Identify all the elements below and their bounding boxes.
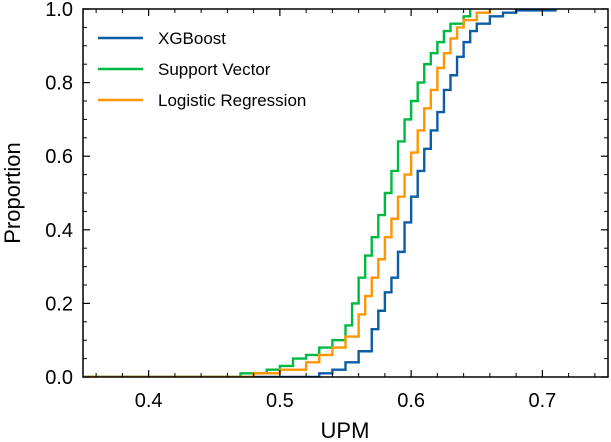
series-line-2 bbox=[83, 9, 472, 377]
y-tick-label: 0.6 bbox=[45, 146, 73, 168]
x-axis-title: UPM bbox=[321, 418, 370, 442]
y-tick-label: 0.8 bbox=[45, 73, 73, 95]
x-tick-label: 0.4 bbox=[135, 390, 163, 412]
y-tick-label: 0.0 bbox=[45, 367, 73, 389]
x-tick-labels: 0.4 0.5 0.6 0.7 bbox=[135, 390, 557, 412]
x-tick-label: 0.5 bbox=[266, 390, 294, 412]
series-line-1 bbox=[83, 9, 557, 377]
legend: XGBoost Support Vector Logistic Regression bbox=[98, 29, 306, 110]
x-tick-label: 0.7 bbox=[528, 390, 556, 412]
y-tick-label: 0.2 bbox=[45, 293, 73, 315]
series-layer bbox=[83, 9, 557, 377]
ticks-layer bbox=[83, 8, 608, 378]
y-axis-title: Proportion bbox=[0, 142, 25, 244]
series-line-3 bbox=[83, 9, 492, 377]
legend-label-1: XGBoost bbox=[158, 29, 226, 48]
y-tick-labels: 0.0 0.2 0.4 0.6 0.8 1.0 bbox=[45, 0, 73, 389]
legend-label-3: Logistic Regression bbox=[158, 91, 306, 110]
x-tick-label: 0.6 bbox=[397, 390, 425, 412]
y-tick-label: 0.4 bbox=[45, 220, 73, 242]
legend-label-2: Support Vector bbox=[158, 60, 271, 79]
y-tick-label: 1.0 bbox=[45, 0, 73, 21]
